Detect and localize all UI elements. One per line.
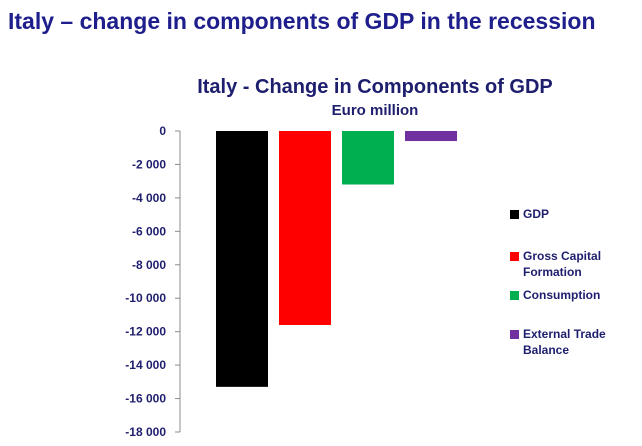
bar-gross-capital-formation (279, 131, 331, 325)
bar-external-trade-balance (405, 131, 457, 142)
legend-label-line: Gross Capital (523, 249, 602, 263)
legend-label-gross-capital-formation: Gross Capital Formation (523, 248, 601, 280)
legend-label-gdp: GDP (523, 207, 550, 221)
legend-item-consumption: Consumption (510, 287, 600, 303)
y-tick-label: -6 000 (132, 224, 166, 238)
y-tick-label: -18 000 (125, 425, 166, 439)
legend-swatch-external-trade-balance (510, 330, 519, 339)
bar-gdp (216, 131, 268, 387)
y-tick-label: -10 000 (125, 291, 166, 305)
legend-label-consumption: Consumption (523, 288, 601, 302)
legend-label-external-trade-balance: External Trade Balance (523, 326, 606, 358)
y-tick-label: -8 000 (132, 258, 166, 272)
bar-consumption (342, 131, 394, 185)
y-tick-label: -2 000 (132, 157, 166, 171)
legend-swatch-gdp (510, 210, 519, 219)
legend-item-gross-capital-formation: Gross Capital Formation (510, 248, 601, 280)
legend-swatch-consumption (510, 291, 519, 300)
y-tick-label: -12 000 (125, 325, 166, 339)
y-tick-label: -16 000 (125, 392, 166, 406)
slide-title: Italy – change in components of GDP in t… (8, 8, 596, 34)
y-tick-label: -14 000 (125, 358, 166, 372)
legend-label-line: Formation (523, 265, 582, 279)
y-tick-label: 0 (159, 124, 166, 138)
legend-swatch-gross-capital-formation (510, 252, 519, 261)
chart-title: Italy - Change in Components of GDP (197, 76, 553, 98)
legend-item-external-trade-balance: External Trade Balance (510, 326, 606, 358)
chart-subtitle: Euro million (331, 102, 419, 119)
legend-label-line: External Trade (523, 327, 606, 341)
legend-label-line: Balance (523, 343, 570, 357)
y-tick-label: -4 000 (132, 191, 166, 205)
legend-item-gdp: GDP (510, 206, 549, 222)
